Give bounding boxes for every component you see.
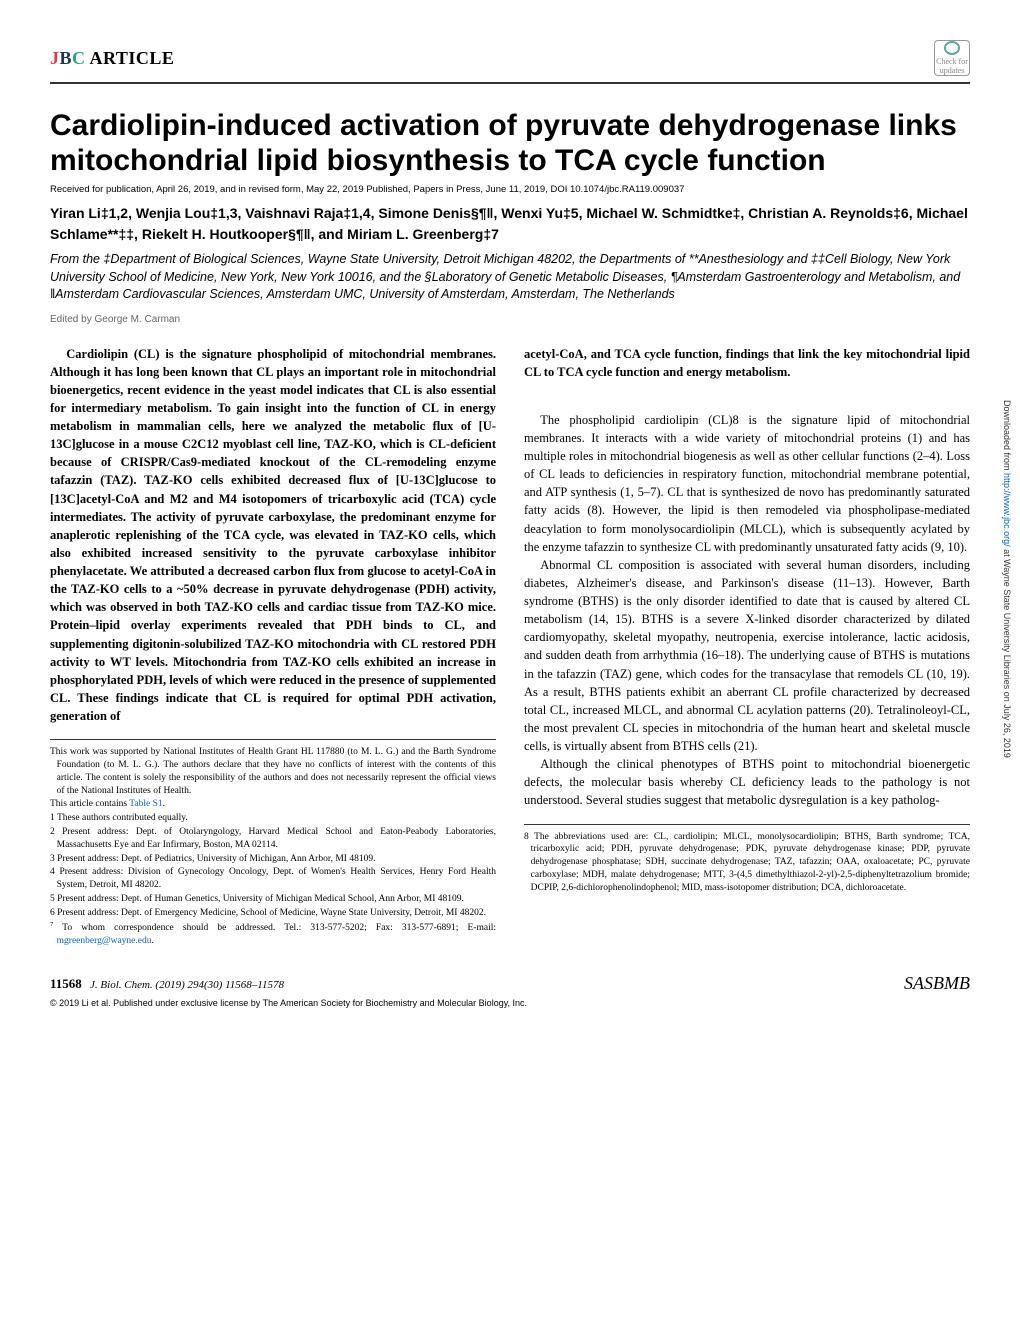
abstract-right: acetyl-CoA, and TCA cycle function, find… [524,345,970,381]
download-side-text: Downloaded from http://www.jbc.org/ at W… [1002,400,1012,758]
crossmark-icon [944,41,960,55]
footnotes-right: 8 The abbreviations used are: CL, cardio… [524,824,970,895]
footnotes-left: This work was supported by National Inst… [50,739,496,947]
left-column: Cardiolipin (CL) is the signature phosph… [50,345,496,949]
received-line: Received for publication, April 26, 2019… [50,184,970,195]
article-label: ARTICLE [90,48,175,68]
footnote-2: 2 Present address: Dept. of Otolaryngolo… [50,826,496,852]
body-p3: Although the clinical phenotypes of BTHS… [524,755,970,809]
jbc-b: B [60,48,73,68]
footnote-8: 8 The abbreviations used are: CL, cardio… [524,831,970,895]
jbc-c: C [72,48,86,68]
supp-note: This article contains Table S1. [50,798,496,811]
crossmark-badge[interactable]: Check for updates [934,40,970,76]
body-text: The phospholipid cardiolipin (CL)8 is th… [524,411,970,810]
footer: 11568 J. Biol. Chem. (2019) 294(30) 1156… [50,973,970,994]
footnote-7: 7 To whom correspondence should be addre… [50,921,496,948]
body-p2: Abnormal CL composition is associated wi… [524,556,970,755]
footnote-6: 6 Present address: Dept. of Emergency Me… [50,907,496,920]
body-p1: The phospholipid cardiolipin (CL)8 is th… [524,411,970,556]
article-title: Cardiolipin-induced activation of pyruva… [50,109,970,178]
jbc-j: J [50,48,60,68]
badge-text: Check for updates [935,57,969,75]
editor: Edited by George M. Carman [50,314,970,325]
journal-label: JBC ARTICLE [50,48,174,69]
table-s1-link[interactable]: Table S1 [129,799,162,809]
affiliations: From the ‡Department of Biological Scien… [50,251,970,304]
two-column-body: Cardiolipin (CL) is the signature phosph… [50,345,970,949]
header-bar: JBC ARTICLE Check for updates [50,40,970,84]
funding-note: This work was supported by National Inst… [50,746,496,797]
footnote-5: 5 Present address: Dept. of Human Geneti… [50,893,496,906]
footnote-1: 1 These authors contributed equally. [50,812,496,825]
publisher-logo: SASBMB [904,973,970,994]
abstract-left: Cardiolipin (CL) is the signature phosph… [50,345,496,726]
email-link[interactable]: mgreenberg@wayne.edu [57,936,152,946]
copyright: © 2019 Li et al. Published under exclusi… [50,998,970,1008]
right-column: acetyl-CoA, and TCA cycle function, find… [524,345,970,949]
page-number: 11568 [50,976,82,991]
footnote-4: 4 Present address: Division of Gynecolog… [50,866,496,892]
footer-left: 11568 J. Biol. Chem. (2019) 294(30) 1156… [50,976,284,992]
citation: J. Biol. Chem. (2019) 294(30) 11568–1157… [90,979,284,991]
authors: Yiran Li‡1,2, Wenjia Lou‡1,3, Vaishnavi … [50,203,970,245]
footnote-3: 3 Present address: Dept. of Pediatrics, … [50,853,496,866]
jbc-url-link[interactable]: http://www.jbc.org/ [1002,473,1012,547]
